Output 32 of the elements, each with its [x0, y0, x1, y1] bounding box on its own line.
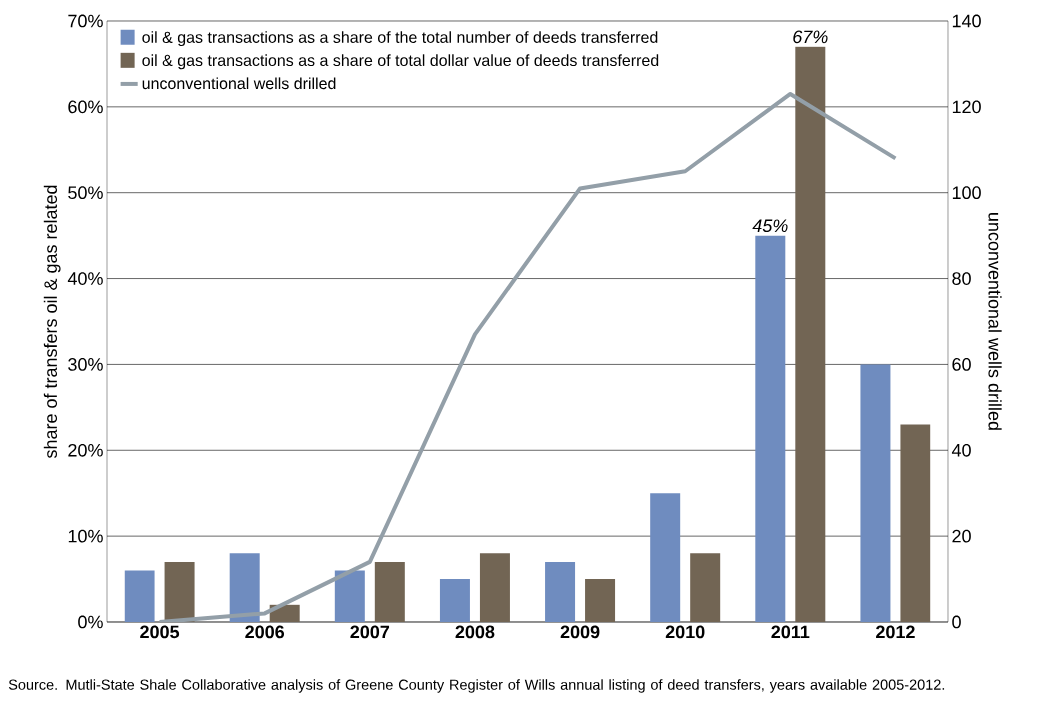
y2-tick-label: 60 [952, 358, 971, 371]
y-tick-label: 20% [68, 443, 103, 457]
y-tick-label: 70% [68, 14, 103, 28]
source-note: Source. Mutli-State Shale Collaborative analysis of Greene County Register of Wills annual listing of deed transfers, years available 2005-2012. [8, 679, 945, 693]
y-axis-title: share of transfers oil & gas related [43, 185, 61, 459]
x-tick-label: 2009 [560, 625, 600, 639]
data-label: 67% [793, 30, 828, 44]
x-tick-label: 2005 [140, 625, 180, 639]
y-tick-label: 0% [78, 615, 103, 629]
data-label: 45% [752, 219, 788, 233]
y2-tick-label: 80 [952, 272, 971, 285]
y2-tick-label: 140 [952, 14, 981, 28]
y-tick-label: 40% [67, 272, 103, 285]
y-tick-label: 60% [68, 100, 103, 114]
y-tick-label: 50% [68, 186, 103, 200]
y2-tick-label: 120 [952, 100, 981, 114]
x-tick-label: 2007 [350, 625, 390, 639]
y2-axis-title: unconventional wells drilled [988, 213, 1002, 430]
legend-label: unconventional wells drilled [142, 77, 336, 90]
y2-tick-label: 20 [952, 529, 971, 543]
x-tick-label: 2012 [876, 625, 915, 639]
x-tick-label: 2010 [665, 625, 705, 639]
y-tick-label: 10% [68, 529, 103, 543]
x-tick-label: 2011 [771, 625, 810, 639]
x-tick-label: 2006 [245, 625, 285, 639]
x-tick-label: 2008 [455, 625, 495, 639]
legend-label: oil & gas transactions as a share of total dollar value of deeds transferred [142, 54, 659, 70]
y2-tick-label: 0 [952, 615, 961, 629]
y2-tick-label: 100 [952, 186, 981, 200]
y-tick-label: 30% [68, 358, 103, 371]
legend-label: oil & gas transactions as a share of the total number of deeds transferred [142, 31, 658, 47]
y2-tick-label: 40 [951, 443, 971, 457]
